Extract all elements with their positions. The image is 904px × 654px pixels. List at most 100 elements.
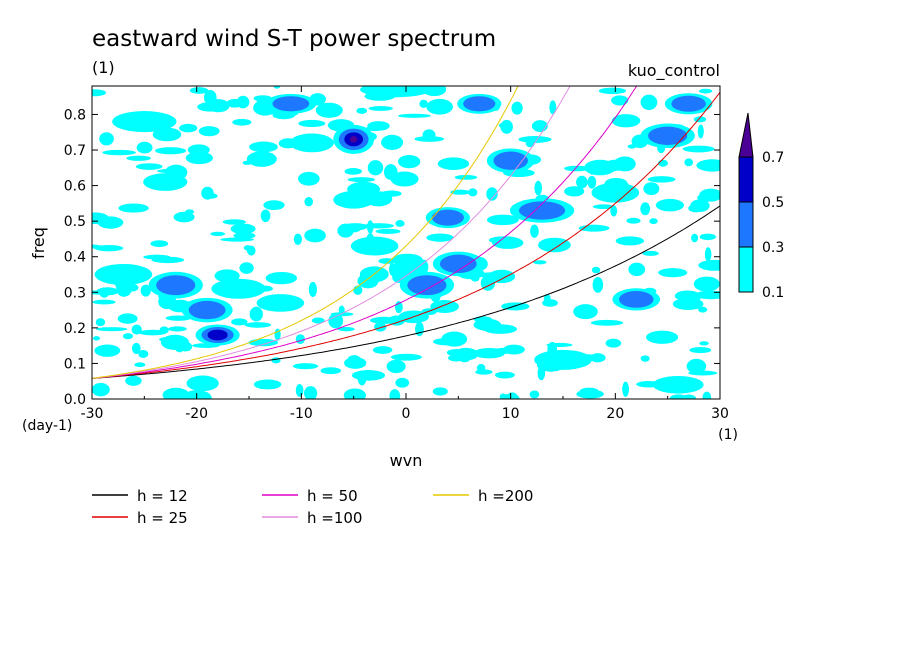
y-axis-unit: (day-1)	[22, 418, 72, 434]
heatmap-patch	[155, 147, 187, 155]
heatmap-patch	[242, 160, 252, 165]
heatmap-patch	[647, 176, 676, 183]
heatmap-patch	[298, 119, 326, 128]
heatmap-patch	[304, 196, 313, 207]
heatmap-patch	[698, 306, 708, 313]
heatmap-patch	[450, 189, 471, 195]
heatmap-blob	[463, 96, 496, 112]
heatmap-patch	[694, 290, 720, 300]
x-tick-label: 30	[711, 406, 729, 422]
heatmap-patch	[125, 375, 142, 386]
heatmap-patch	[419, 99, 428, 108]
heatmap-patch	[480, 275, 496, 291]
heatmap-patch	[397, 113, 431, 118]
heatmap-patch	[102, 149, 136, 156]
heatmap-patch	[246, 151, 277, 167]
heatmap-blob	[349, 136, 358, 143]
heatmap-patch	[249, 141, 278, 153]
heatmap-blob	[256, 294, 305, 312]
heatmap-patch	[589, 353, 606, 363]
heatmap-patch	[99, 287, 110, 298]
heatmap-patch	[698, 259, 720, 271]
heatmap-blob	[289, 133, 334, 153]
heatmap-patch	[500, 393, 520, 399]
heatmap-blob	[431, 209, 464, 226]
heatmap-patch	[622, 381, 630, 397]
heatmap-patch	[395, 220, 405, 227]
heatmap-patch	[186, 375, 219, 392]
colorbar-label: 0.5	[762, 195, 784, 211]
y-tick-label: 0.4	[64, 250, 86, 266]
heatmap-patch	[441, 331, 468, 347]
heatmap-patch	[529, 390, 540, 399]
heatmap-patch	[643, 182, 660, 196]
heatmap-patch	[249, 306, 263, 322]
heatmap-blob	[156, 275, 196, 296]
heatmap-patch	[684, 158, 694, 167]
y-tick-label: 0.6	[64, 179, 86, 195]
heatmap-patch	[511, 101, 523, 115]
dispersion-curve-h12	[92, 205, 720, 379]
heatmap-patch	[494, 371, 515, 379]
heatmap-patch	[655, 198, 684, 212]
heatmap-patch	[615, 236, 645, 246]
heatmap-patch	[347, 177, 376, 183]
heatmap-patch	[117, 313, 138, 324]
heatmap-patch	[372, 346, 393, 354]
y-tick-label: 0.1	[64, 356, 86, 372]
heatmap-blob	[619, 291, 654, 308]
chart-subtitle-left: (1)	[92, 58, 115, 77]
heatmap-patch	[375, 228, 401, 234]
heatmap-patch	[486, 214, 519, 226]
heatmap-patch	[134, 362, 146, 368]
heatmap-patch	[260, 209, 271, 223]
heatmap-patch	[389, 389, 401, 399]
heatmap-blob	[333, 190, 375, 209]
dispersion-curve-h25	[92, 91, 720, 379]
x-axis-label: wvn	[390, 451, 423, 470]
heatmap-patch	[274, 328, 281, 341]
heatmap-patch	[628, 262, 646, 277]
heatmap-patch	[381, 134, 404, 150]
chart-subtitle-right: kuo_control	[628, 61, 720, 81]
heatmap-patch	[587, 175, 597, 189]
heatmap-patch	[343, 388, 366, 399]
heatmap-patch	[564, 165, 590, 172]
heatmap-patch	[136, 141, 153, 154]
y-tick-label: 0.0	[64, 392, 86, 408]
heatmap-patch	[415, 321, 424, 337]
heatmap-blob	[591, 182, 640, 203]
heatmap-patch	[92, 89, 107, 97]
heatmap-blob	[350, 236, 399, 256]
heatmap-patch	[328, 313, 344, 329]
heatmap-patch	[477, 351, 485, 358]
heatmap-patch	[605, 338, 622, 348]
heatmap-patch	[143, 254, 171, 260]
heatmap-patch	[347, 355, 362, 366]
heatmap-patch	[394, 301, 403, 314]
heatmap-patch	[690, 199, 710, 213]
heatmap-patch	[437, 157, 470, 171]
heatmap-patch	[303, 386, 318, 399]
heatmap-blob	[94, 263, 153, 286]
heatmap-patch	[533, 260, 547, 265]
heatmap-patch	[198, 126, 220, 137]
axis-ticks: -30 -20 -10 0 10 20 30 0.0 0.1 0.2 0.3 0.4 0.5 0.6 0.7…	[64, 86, 729, 422]
dispersion-curve-h200	[92, 86, 519, 379]
dispersion-curve-h100	[92, 86, 571, 379]
legend-label: h =200	[478, 487, 533, 505]
heatmap-patch	[537, 365, 546, 381]
heatmap-patch	[422, 129, 436, 141]
heatmap-field	[92, 86, 720, 399]
heatmap-patch	[426, 98, 453, 115]
x-tick-label: -20	[185, 406, 208, 422]
heatmap-patch	[496, 238, 521, 245]
heatmap-patch	[239, 262, 254, 274]
heatmap-patch	[576, 175, 588, 189]
heatmap-patch	[590, 319, 624, 326]
heatmap-patch	[390, 353, 422, 361]
heatmap-patch	[365, 126, 384, 132]
heatmap-patch	[92, 382, 110, 397]
heatmap-patch	[386, 359, 406, 374]
